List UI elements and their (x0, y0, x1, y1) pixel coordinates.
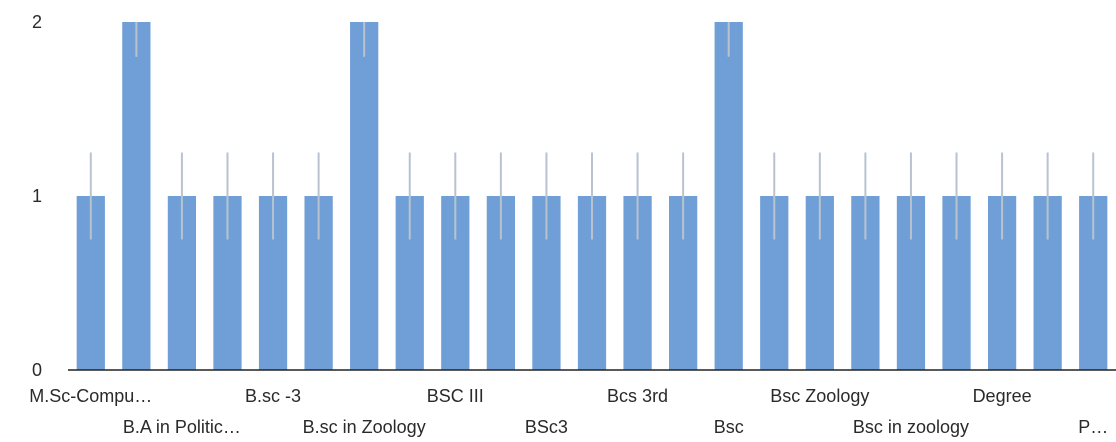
x-tick-label-6: B.sc in Zoology (303, 417, 426, 437)
bars (76, 22, 1108, 370)
x-tick-label-12: Bcs 3rd (607, 386, 668, 406)
x-tick-label-8: BSC III (427, 386, 484, 406)
x-tick-label-2: B.A in Politic… (123, 417, 241, 437)
x-tick-label-22: P… (1078, 417, 1108, 437)
y-tick-label-1: 1 (32, 186, 42, 206)
y-tick-label-2: 2 (32, 12, 42, 32)
bar-1 (122, 22, 151, 370)
x-tick-label-10: BSc3 (525, 417, 568, 437)
bar-6 (350, 22, 379, 370)
bar-14 (714, 22, 743, 370)
x-tick-label-0: M.Sc-Compu… (29, 386, 152, 406)
y-axis: 0 1 2 (32, 12, 42, 380)
error-bars (89, 22, 1095, 240)
x-axis: M.Sc-Compu… B.A in Politic…B.sc -3B.sc in… (29, 386, 1108, 437)
x-tick-label-4: B.sc -3 (245, 386, 301, 406)
y-tick-label-0: 0 (32, 360, 42, 380)
x-tick-label-14: Bsc (714, 417, 744, 437)
x-tick-label-18: Bsc in zoology (853, 417, 969, 437)
x-tick-label-16: Bsc Zoology (770, 386, 869, 406)
x-tick-label-20: Degree (973, 386, 1032, 406)
